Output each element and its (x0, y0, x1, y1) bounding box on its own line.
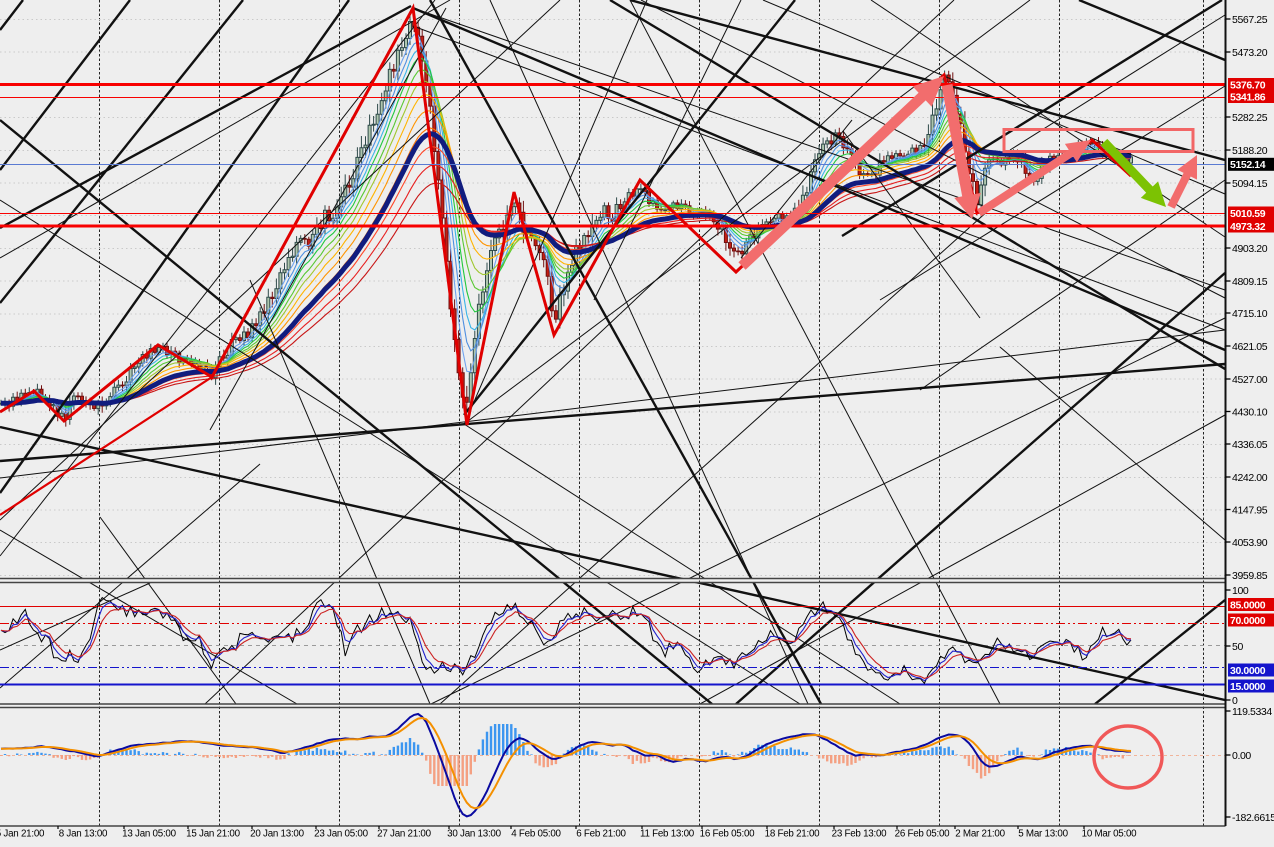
svg-text:119.5334: 119.5334 (1232, 706, 1272, 718)
svg-text:85.0000: 85.0000 (1230, 599, 1266, 611)
svg-text:15 Jan 21:00: 15 Jan 21:00 (186, 829, 240, 840)
svg-text:5 Jan 21:00: 5 Jan 21:00 (0, 829, 45, 840)
svg-text:4242.00: 4242.00 (1232, 472, 1268, 484)
svg-text:4973.32: 4973.32 (1230, 221, 1266, 233)
svg-text:20 Jan 13:00: 20 Jan 13:00 (250, 829, 304, 840)
svg-text:5341.86: 5341.86 (1230, 91, 1266, 103)
svg-text:26 Feb 05:00: 26 Feb 05:00 (895, 829, 951, 840)
svg-text:23 Jan 05:00: 23 Jan 05:00 (314, 829, 368, 840)
svg-text:4 Feb 05:00: 4 Feb 05:00 (511, 829, 561, 840)
svg-text:70.0000: 70.0000 (1230, 615, 1266, 627)
svg-text:8 Jan 13:00: 8 Jan 13:00 (59, 829, 108, 840)
svg-text:18 Feb 21:00: 18 Feb 21:00 (765, 829, 821, 840)
svg-text:100: 100 (1232, 585, 1249, 597)
svg-text:4715.10: 4715.10 (1232, 308, 1268, 320)
svg-text:4336.05: 4336.05 (1232, 439, 1268, 451)
svg-text:4527.00: 4527.00 (1232, 374, 1268, 386)
svg-text:5473.20: 5473.20 (1232, 47, 1268, 59)
svg-text:4430.10: 4430.10 (1232, 406, 1268, 418)
svg-text:4903.20: 4903.20 (1232, 243, 1268, 255)
svg-text:5010.59: 5010.59 (1230, 208, 1266, 220)
svg-text:4621.05: 4621.05 (1232, 341, 1268, 353)
svg-text:-182.6615: -182.6615 (1232, 812, 1274, 824)
svg-text:5282.25: 5282.25 (1232, 112, 1268, 124)
svg-text:5567.25: 5567.25 (1232, 14, 1268, 26)
svg-text:16 Feb 05:00: 16 Feb 05:00 (700, 829, 756, 840)
svg-text:27 Jan 21:00: 27 Jan 21:00 (377, 829, 431, 840)
svg-text:11 Feb 13:00: 11 Feb 13:00 (640, 829, 695, 840)
svg-text:6 Feb 21:00: 6 Feb 21:00 (576, 829, 626, 840)
svg-text:10 Mar 05:00: 10 Mar 05:00 (1082, 829, 1138, 840)
svg-text:4809.15: 4809.15 (1232, 276, 1268, 288)
svg-text:0.00: 0.00 (1232, 750, 1251, 762)
svg-text:5188.20: 5188.20 (1232, 145, 1268, 157)
svg-text:3959.85: 3959.85 (1232, 570, 1268, 582)
svg-text:23 Feb 13:00: 23 Feb 13:00 (832, 829, 888, 840)
svg-text:30.0000: 30.0000 (1230, 665, 1266, 677)
svg-text:2 Mar 21:00: 2 Mar 21:00 (955, 829, 1005, 840)
svg-text:13 Jan 05:00: 13 Jan 05:00 (122, 829, 176, 840)
svg-text:50: 50 (1232, 641, 1243, 653)
svg-text:5094.15: 5094.15 (1232, 178, 1268, 190)
svg-text:15.0000: 15.0000 (1230, 681, 1266, 693)
svg-text:5152.14: 5152.14 (1230, 159, 1266, 171)
svg-text:5 Mar 13:00: 5 Mar 13:00 (1018, 829, 1068, 840)
svg-text:4053.90: 4053.90 (1232, 537, 1268, 549)
svg-text:4147.95: 4147.95 (1232, 504, 1268, 516)
svg-text:30 Jan 13:00: 30 Jan 13:00 (447, 829, 501, 840)
svg-text:5376.70: 5376.70 (1230, 79, 1266, 91)
